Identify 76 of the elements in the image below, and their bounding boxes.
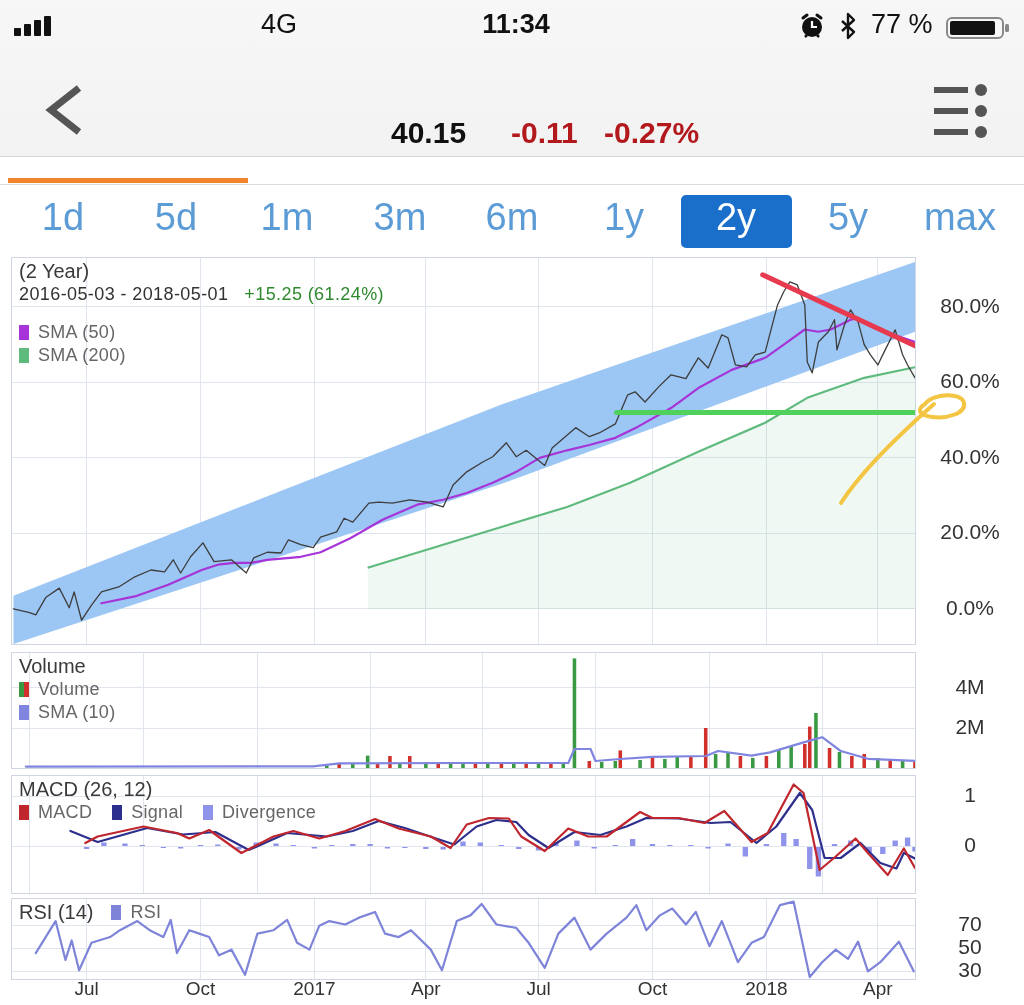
y-tick-label: 70 (958, 912, 982, 936)
bar (689, 756, 693, 768)
y-tick-label: 0.0% (946, 595, 994, 619)
bar (663, 759, 667, 768)
text: 5d (154, 196, 198, 239)
bar (777, 750, 781, 768)
legend-label: Signal (131, 802, 184, 823)
text: 40.15 (391, 116, 467, 149)
text: 1d (41, 196, 85, 239)
x-tick-label: Oct (637, 977, 668, 999)
legend-label: SMA (10) (38, 702, 116, 723)
bar (814, 713, 818, 768)
text: 11:34 (482, 9, 550, 40)
chart-title: MACD (26, 12) (19, 777, 153, 801)
x-tick-label: 2018 (745, 977, 788, 999)
x-tick-label: 2017 (293, 977, 336, 999)
y-tick-label: 0 (964, 833, 976, 857)
bar (725, 843, 731, 846)
bar (273, 843, 279, 846)
bar (574, 840, 580, 846)
x-tick-label: Jul (526, 977, 551, 999)
y-tick-label: 4M (955, 674, 985, 698)
bar (880, 847, 886, 854)
legend-label: RSI (130, 901, 162, 923)
x-tick-label: Apr (863, 977, 894, 999)
y-tick-label: 50 (958, 935, 982, 959)
bar (850, 756, 854, 768)
bar (675, 757, 680, 768)
bar (726, 752, 730, 768)
x-tick-label: Apr (411, 977, 442, 999)
annotation: +15.25 (61.24%) (244, 283, 384, 305)
text: 2016-05-03 - 2018-05-01 (19, 283, 229, 305)
bar (793, 839, 799, 846)
y-tick-label: 60.0% (940, 369, 1000, 393)
bar (789, 746, 793, 768)
bar (781, 833, 787, 846)
text: 1m (260, 196, 314, 239)
bar (703, 728, 708, 768)
chart-title: (2 Year) (19, 259, 90, 283)
chart-title: Volume (19, 654, 86, 678)
y-tick-label: 1 (964, 783, 976, 807)
legend-label: Divergence (222, 802, 317, 823)
text: -0.11 (511, 116, 578, 149)
bar (807, 726, 812, 768)
text: 4G (261, 9, 298, 40)
text: 5y (827, 196, 869, 239)
bar (638, 760, 642, 768)
bar (122, 843, 128, 846)
bar (750, 758, 755, 768)
y-tick-label: 80.0% (940, 293, 1000, 317)
chart-title: RSI (14) (19, 900, 94, 924)
x-tick-label: Jul (74, 977, 99, 999)
y-tick-label: 40.0% (940, 444, 1000, 468)
bar (807, 847, 813, 869)
text: 1y (603, 196, 645, 239)
y-tick-label: 20.0% (940, 520, 1000, 544)
bar (440, 847, 446, 850)
bar (351, 764, 355, 768)
y-tick-label: 30 (958, 958, 982, 982)
bar (629, 839, 636, 846)
legend-label: Volume (38, 679, 100, 700)
bar (436, 764, 441, 768)
bar (101, 842, 107, 846)
text: 2y (715, 196, 757, 239)
text: -0.27% (604, 116, 700, 149)
bar (460, 841, 466, 846)
text: 77 % (871, 9, 933, 40)
text: 3m (373, 196, 427, 239)
legend-label: MACD (38, 802, 93, 823)
legend-label: SMA (200) (38, 345, 126, 366)
legend-label: SMA (50) (38, 322, 116, 343)
y-tick-label: 2M (955, 714, 985, 738)
x-tick-label: Oct (185, 977, 216, 999)
text: 6m (485, 196, 539, 239)
text: max (924, 196, 996, 239)
bar (742, 847, 749, 857)
